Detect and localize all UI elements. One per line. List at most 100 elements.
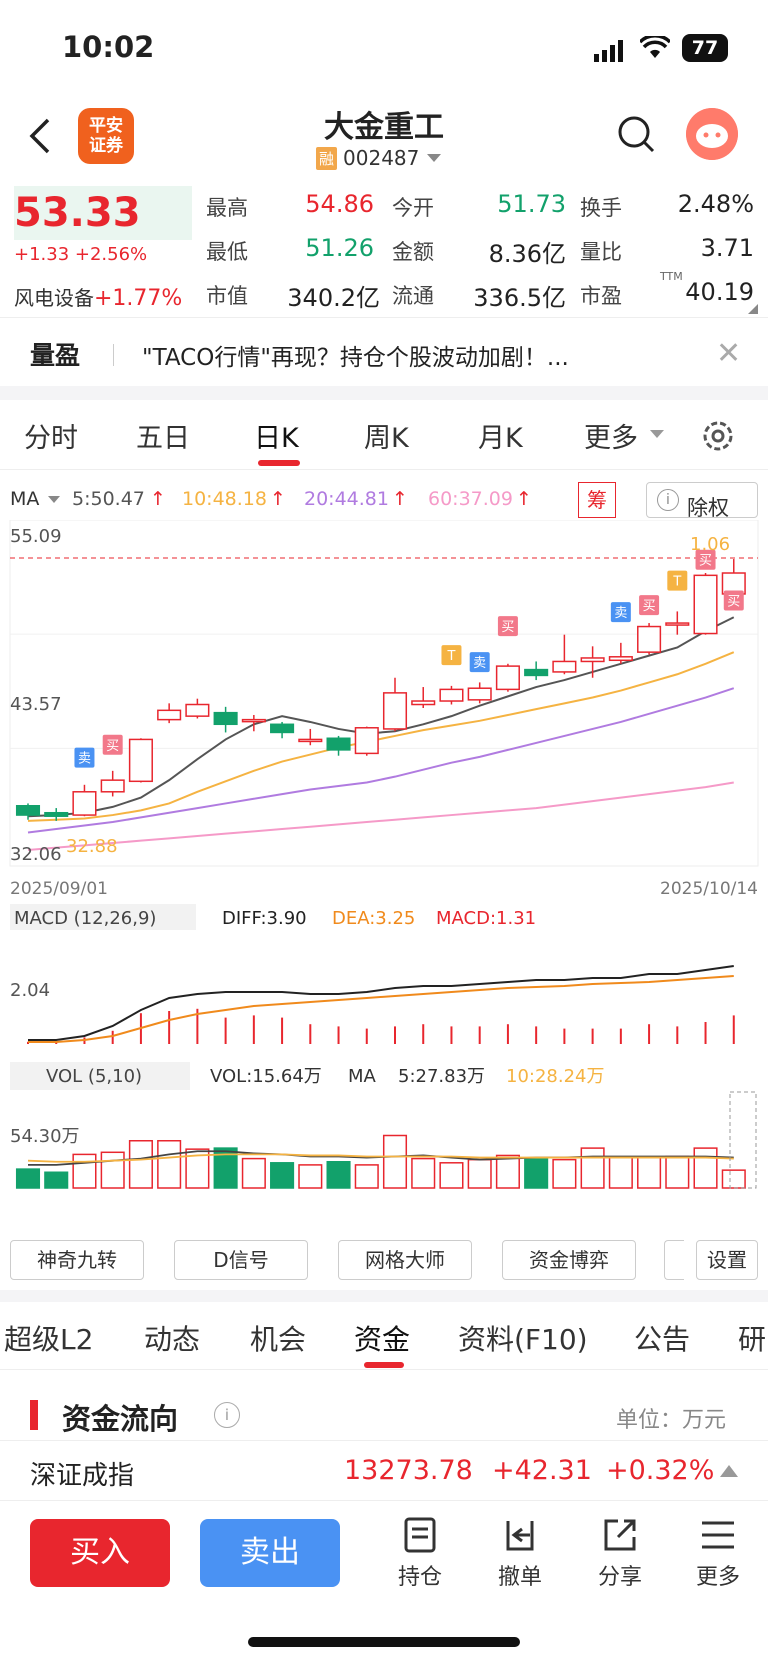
menu-icon	[702, 1521, 734, 1549]
cancel-order-button[interactable]: 撤单	[480, 1515, 560, 1591]
settings-button[interactable]: 设置	[696, 1240, 758, 1280]
back-icon[interactable]	[26, 116, 56, 156]
indicator-buttons: 神奇九转 D信号 网格大师 资金博弈 设置	[0, 1240, 768, 1286]
tab-monthly-k[interactable]: 月K	[478, 423, 523, 454]
field-label: 市值	[206, 284, 248, 308]
index-ticker[interactable]: 深证成指 13273.78 +42.31 +0.32%	[0, 1440, 768, 1500]
indicator-button[interactable]: 资金博弈	[502, 1240, 636, 1280]
volume-bar	[157, 1140, 182, 1189]
indicator-button[interactable]: 神奇九转	[10, 1240, 144, 1280]
chevron-down-icon	[650, 430, 664, 438]
share-button[interactable]: 分享	[580, 1515, 660, 1591]
news-text[interactable]: "TACO行情"再现？持仓个股波动加剧！...	[142, 345, 569, 371]
volume-bar	[72, 1153, 97, 1189]
stock-code-selector[interactable]: 融 002487	[316, 146, 442, 170]
ma60-value: 60:37.09	[428, 488, 513, 510]
index-pct: +0.32%	[606, 1455, 715, 1486]
y-label-mid: 43.57	[10, 694, 62, 715]
tab-opportunity[interactable]: 机会	[250, 1323, 307, 1356]
ma5-value: 5:50.47	[72, 488, 145, 510]
index-name: 深证成指	[30, 1461, 135, 1491]
volume-bar	[552, 1158, 577, 1189]
tab-research[interactable]: 研	[738, 1323, 767, 1356]
field-value: 51.73	[497, 190, 566, 218]
volume-bar	[637, 1156, 662, 1189]
candle-body	[185, 703, 210, 717]
main-frame	[9, 520, 759, 867]
ma-selector[interactable]: MA	[10, 488, 40, 510]
assistant-avatar-icon[interactable]	[686, 108, 738, 160]
macd-label: MACD (12,26,9)	[14, 908, 156, 929]
buy-signal-label: 买	[643, 599, 656, 614]
adjust-button[interactable]: i 除权	[646, 482, 758, 520]
candle-body	[354, 727, 379, 755]
buy-signal-label: 买	[106, 739, 119, 754]
close-icon[interactable]: ✕	[716, 336, 742, 371]
candle-body	[580, 657, 605, 663]
chip-distribution-button[interactable]: 筹	[578, 482, 616, 518]
buy-signal	[639, 595, 660, 616]
expand-up-icon[interactable]	[720, 1465, 738, 1477]
t-signal-label: T	[672, 575, 681, 590]
tab-f10[interactable]: 资料(F10)	[458, 1323, 588, 1356]
candle-body	[298, 738, 323, 743]
broker-logo[interactable]: 平安 证券	[78, 108, 134, 164]
sector-link[interactable]: 风电设备+1.77%	[14, 282, 182, 311]
stock-name: 大金重工	[324, 110, 444, 145]
price-change: +1.33 +2.56%	[14, 244, 148, 265]
document-icon	[404, 1517, 436, 1553]
news-tag: 量盈	[30, 341, 81, 370]
tab-intraday[interactable]: 分时	[24, 423, 78, 454]
date-start-label: 2025/09/01	[10, 879, 108, 899]
vol-label: VOL (5,10)	[46, 1066, 142, 1087]
t-signal	[441, 645, 462, 666]
field-label: 今开	[392, 196, 434, 220]
info-icon[interactable]: i	[214, 1402, 240, 1428]
period-tabs: 分时 五日 日K 周K 月K 更多	[0, 400, 768, 470]
indicator-button[interactable]: 网格大师	[338, 1240, 472, 1280]
buy-button[interactable]: 买入	[30, 1519, 170, 1587]
sell-button[interactable]: 卖出	[200, 1519, 340, 1587]
tab-announcement[interactable]: 公告	[634, 1323, 691, 1356]
sell-signal-label: 卖	[78, 752, 91, 767]
tab-five-day[interactable]: 五日	[136, 423, 190, 454]
field-label: 金额	[392, 240, 434, 264]
volume-bar	[15, 1168, 41, 1189]
candle-body	[241, 718, 266, 723]
tab-more[interactable]: 更多	[584, 416, 664, 455]
tab-funds[interactable]: 资金	[354, 1323, 411, 1356]
news-ticker[interactable]: 量盈 "TACO行情"再现？持仓个股波动加剧！... ✕	[0, 322, 768, 384]
volume-bar	[298, 1164, 323, 1189]
t-signal-label: T	[446, 649, 455, 664]
volume-bar	[100, 1151, 125, 1189]
macd-y-label: 2.04	[10, 980, 50, 1001]
buy-signal-label: 买	[699, 554, 712, 569]
home-indicator	[248, 1637, 520, 1647]
y-label-high: 55.09	[10, 526, 62, 547]
tab-weekly-k[interactable]: 周K	[364, 423, 409, 454]
sell-signal	[610, 602, 631, 623]
stock-code: 002487	[343, 146, 420, 170]
info-icon: i	[657, 489, 679, 511]
status-time: 10:02	[62, 30, 155, 64]
ma5-line	[27, 616, 735, 818]
expand-corner-icon[interactable]	[748, 304, 758, 314]
tab-l2[interactable]: 超级L2	[4, 1323, 94, 1356]
indicator-button[interactable]: D信号	[174, 1240, 308, 1280]
ma10-line	[27, 651, 735, 822]
candle-body	[608, 656, 633, 662]
more-button[interactable]: 更多	[678, 1515, 758, 1591]
search-icon[interactable]	[616, 114, 656, 154]
indicator-button-partial[interactable]	[664, 1240, 684, 1280]
volume-bar	[693, 1147, 718, 1189]
gear-icon[interactable]	[700, 418, 736, 454]
date-end-label: 2025/10/14	[660, 879, 758, 899]
chevron-down-icon[interactable]	[48, 496, 60, 503]
candle-body	[44, 811, 69, 817]
tab-news[interactable]: 动态	[144, 1323, 201, 1356]
tab-daily-k[interactable]: 日K	[254, 423, 299, 454]
dea-value: DEA:3.25	[332, 908, 415, 929]
sell-signal	[469, 652, 490, 673]
positions-button[interactable]: 持仓	[380, 1515, 460, 1591]
